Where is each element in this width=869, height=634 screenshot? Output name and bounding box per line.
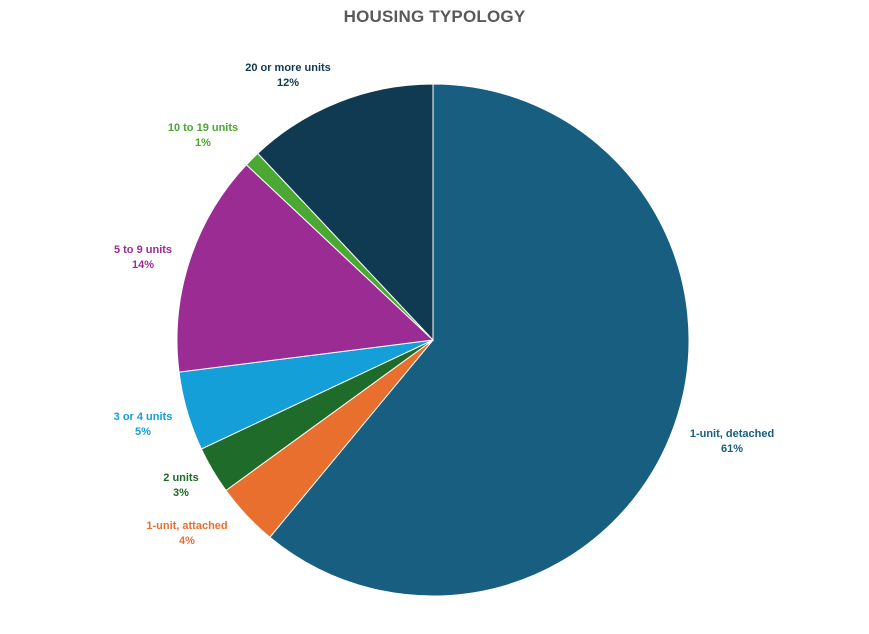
category-label-20-or-more-units: 20 or more units — [245, 62, 331, 74]
value-label-1-unit-detached: 61% — [721, 443, 743, 455]
pie-slices — [176, 83, 690, 597]
value-label-10-to-19-units: 1% — [195, 137, 211, 149]
category-label-10-to-19-units: 10 to 19 units — [168, 122, 238, 134]
value-label-20-or-more-units: 12% — [277, 77, 299, 89]
pie-slice-20-or-more-units — [257, 83, 434, 342]
pie-labels: 1-unit, detached 61% 1-unit, attached 4% 2 u… — [114, 62, 775, 547]
value-label-5-to-9-units: 14% — [132, 259, 154, 271]
category-label-1-unit-attached: 1-unit, attached — [146, 520, 227, 532]
pie-slice-1-unit-detached — [269, 83, 690, 597]
chart-title: HOUSING TYPOLOGY — [343, 7, 526, 26]
category-label-5-to-9-units: 5 to 9 units — [114, 244, 172, 256]
category-label-1-unit-detached: 1-unit, detached — [690, 428, 774, 440]
pie-slice-5-to-9-units — [176, 164, 435, 373]
category-label-2-units: 2 units — [163, 472, 198, 484]
category-label-3-or-4-units: 3 or 4 units — [114, 411, 173, 423]
value-label-1-unit-attached: 4% — [179, 535, 195, 547]
value-label-3-or-4-units: 5% — [135, 426, 151, 438]
value-label-2-units: 3% — [173, 487, 189, 499]
